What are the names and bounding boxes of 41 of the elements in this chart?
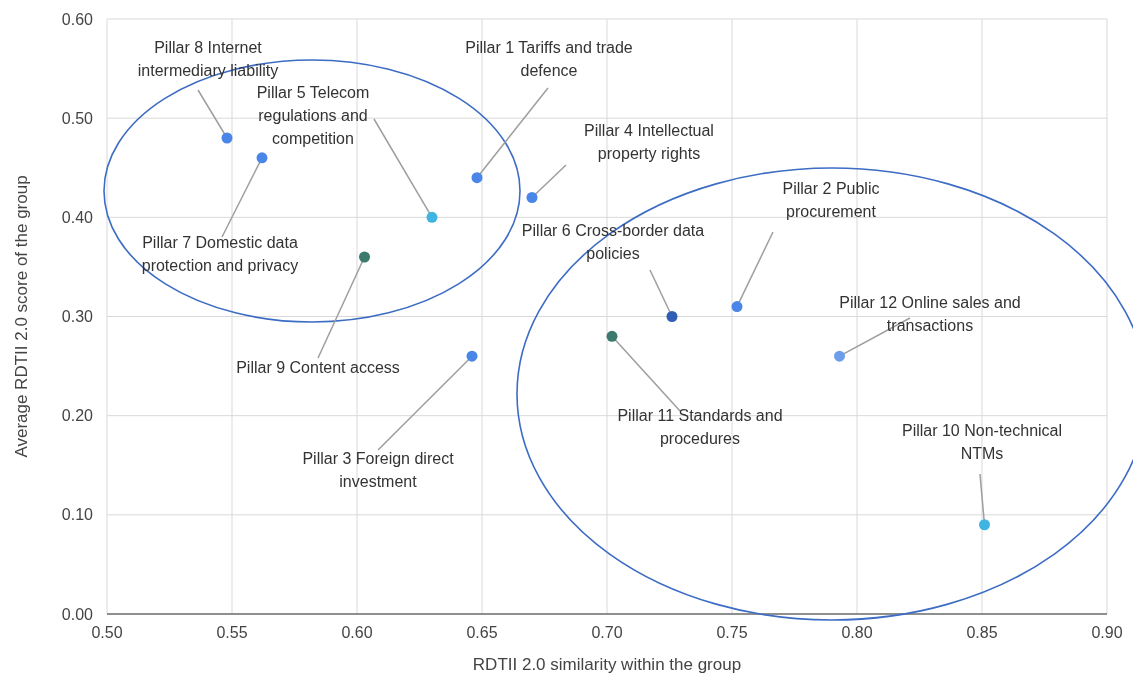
x-tick-label: 0.85 bbox=[966, 624, 998, 641]
annotation: Pillar 4 Intellectual property rights bbox=[584, 122, 714, 162]
point bbox=[466, 350, 478, 362]
x-tick-label: 0.65 bbox=[466, 624, 498, 641]
annotation: Pillar 12 Online sales and transactions bbox=[839, 294, 1021, 334]
y-tick-label: 0.40 bbox=[61, 208, 94, 226]
point bbox=[731, 301, 743, 313]
point bbox=[426, 211, 438, 223]
point bbox=[606, 330, 618, 342]
y-tick-label: 0.10 bbox=[61, 506, 94, 524]
point bbox=[256, 152, 268, 164]
point bbox=[221, 132, 233, 144]
y-tick-label: 0.50 bbox=[61, 109, 94, 127]
point bbox=[471, 172, 483, 184]
y-tick-label: 0.30 bbox=[61, 308, 94, 326]
point bbox=[526, 192, 538, 203]
annotation: Pillar 10 Non-technical NTMs bbox=[901, 422, 1063, 462]
x-tick-label: 0.70 bbox=[591, 624, 623, 641]
x-tick-label: 0.60 bbox=[341, 624, 373, 641]
annotation: Pillar 8 Internet intermediary liability bbox=[137, 39, 279, 79]
y-tick-label: 0.60 bbox=[61, 10, 94, 28]
annotation: Pillar 5 Telecom regulations and competition bbox=[256, 84, 370, 147]
x-tick-label: 0.50 bbox=[91, 624, 123, 641]
annotation: Pillar 2 Public procurement bbox=[782, 180, 880, 220]
y-axis-title: Average RDTII 2.0 score of the group bbox=[12, 175, 31, 458]
annotation: Pillar 3 Foreign direct investment bbox=[302, 450, 455, 490]
point bbox=[979, 519, 990, 531]
x-tick-label: 0.55 bbox=[216, 624, 248, 641]
point bbox=[666, 311, 678, 322]
annotation: Pillar 9 Content access bbox=[236, 359, 400, 376]
point bbox=[834, 350, 845, 362]
annotation: Pillar 7 Domestic data protection and privacy bbox=[141, 234, 299, 274]
annotation: Pillar 11 Standards and procedures bbox=[617, 407, 783, 447]
y-tick-label: 0.00 bbox=[61, 605, 94, 623]
y-tick-label: 0.20 bbox=[61, 407, 94, 425]
x-axis-title: RDTII 2.0 similarity within the group bbox=[472, 655, 742, 674]
x-tick-label: 0.75 bbox=[716, 624, 748, 641]
x-tick-label: 0.90 bbox=[1091, 624, 1123, 641]
annotation: Pillar 1 Tariffs and trade defence bbox=[465, 39, 633, 79]
x-tick-label: 0.80 bbox=[841, 624, 873, 641]
point bbox=[359, 251, 370, 263]
